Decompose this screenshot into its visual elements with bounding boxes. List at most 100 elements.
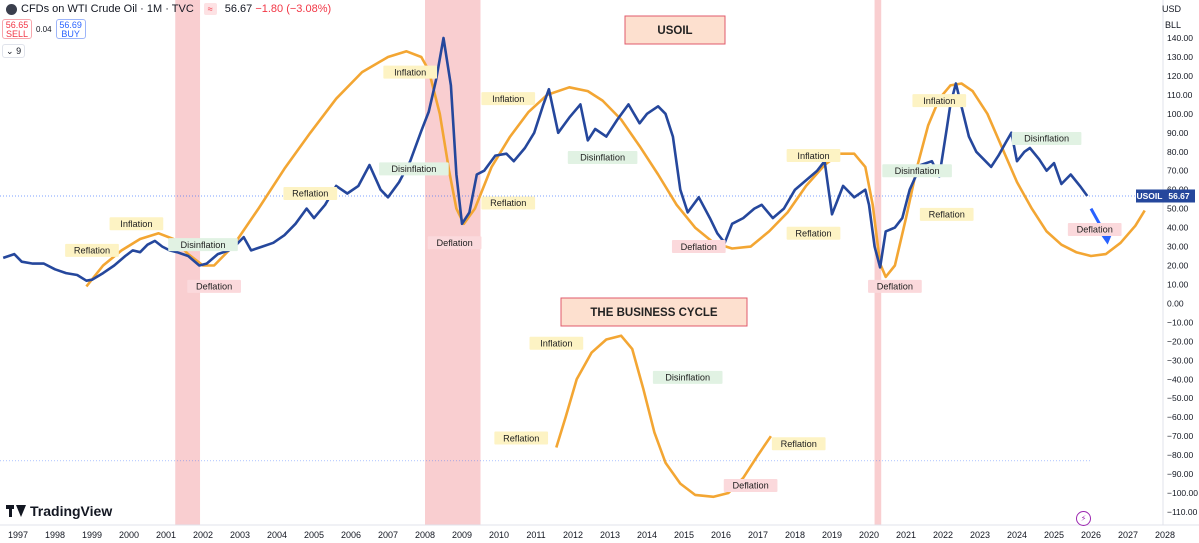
x-tick-label: 2024 bbox=[1007, 530, 1027, 540]
phase-label: Disinflation bbox=[895, 166, 940, 176]
x-tick-label: 2004 bbox=[267, 530, 287, 540]
x-tick-label: 2000 bbox=[119, 530, 139, 540]
phase-label-bg bbox=[168, 238, 238, 252]
y-tick-label: 0.00 bbox=[1167, 298, 1184, 308]
change-value: −1.80 (−3.08%) bbox=[255, 3, 332, 15]
x-tick-label: 2025 bbox=[1044, 530, 1064, 540]
phase-label-bg bbox=[868, 279, 922, 293]
buy-label: BUY bbox=[61, 29, 80, 39]
x-tick-label: 2002 bbox=[193, 530, 213, 540]
phase-label-bg bbox=[1011, 131, 1082, 145]
price-change: 56.67 −1.80 (−3.08%) bbox=[225, 3, 331, 15]
x-tick-label: 1999 bbox=[82, 530, 102, 540]
x-tick-label: 2018 bbox=[785, 530, 805, 540]
x-tick-label: 2011 bbox=[526, 530, 545, 540]
buy-button[interactable]: 56.69 BUY bbox=[55, 19, 86, 39]
phase-label-bg bbox=[427, 236, 482, 250]
phase-label: Deflation bbox=[732, 481, 768, 491]
phase-label-bg bbox=[481, 92, 536, 106]
price-tag-name-bg bbox=[1136, 189, 1163, 203]
y-tick-label: 90.00 bbox=[1167, 128, 1189, 138]
phase-label: Disinflation bbox=[1024, 134, 1069, 144]
phase-label: Disinflation bbox=[181, 240, 226, 250]
phase-label: Disinflation bbox=[665, 373, 710, 383]
indicators-toggle[interactable]: ⌄ 9 bbox=[2, 44, 26, 58]
phase-label: Deflation bbox=[436, 238, 472, 248]
y-tick-label: −100.00 bbox=[1167, 488, 1198, 498]
business-cycle-curve-line bbox=[555, 334, 772, 499]
phase-label: Deflation bbox=[196, 282, 232, 292]
symbol-logo-icon bbox=[6, 3, 17, 15]
x-tick-label: 2026 bbox=[1081, 530, 1101, 540]
y-tick-label: 10.00 bbox=[1167, 279, 1189, 289]
x-tick-label: 2020 bbox=[859, 530, 879, 540]
phase-label: Inflation bbox=[797, 151, 829, 161]
phase-label-bg bbox=[529, 336, 584, 350]
x-tick-label: 2005 bbox=[304, 530, 324, 540]
last-price: 56.67 bbox=[224, 3, 253, 15]
y-tick-label: 30.00 bbox=[1167, 242, 1189, 252]
x-tick-label: 2010 bbox=[489, 530, 509, 540]
x-tick-label: 2021 bbox=[896, 530, 916, 540]
x-tick-label: 2009 bbox=[452, 530, 472, 540]
tradingview-logo[interactable]: TradingView bbox=[6, 503, 112, 519]
cycle-curve-line bbox=[85, 50, 1146, 288]
y-tick-label: −40.00 bbox=[1167, 374, 1194, 384]
y-tick-label: −80.00 bbox=[1167, 450, 1194, 460]
x-tick-label: 2015 bbox=[674, 530, 694, 540]
x-tick-label: 2001 bbox=[156, 530, 176, 540]
y-tick-label: −110.00 bbox=[1167, 507, 1198, 517]
y-tick-label: −60.00 bbox=[1167, 412, 1194, 422]
y-tick-label: −90.00 bbox=[1167, 469, 1194, 479]
symbol-title[interactable]: CFDs on WTI Crude Oil · 1M · TVC bbox=[21, 3, 194, 15]
y-tick-label: 40.00 bbox=[1167, 223, 1189, 233]
x-tick-label: 2006 bbox=[341, 530, 361, 540]
chart-header: CFDs on WTI Crude Oil · 1M · TVC ≈ 56.67… bbox=[0, 0, 331, 18]
phase-label-bg bbox=[379, 162, 449, 176]
unit-label[interactable]: BLL bbox=[1164, 20, 1181, 30]
y-tick-label: 70.00 bbox=[1167, 166, 1189, 176]
phase-label: Reflation bbox=[795, 228, 831, 238]
y-tick-label: −10.00 bbox=[1167, 317, 1194, 327]
x-tick-label: 2012 bbox=[563, 530, 583, 540]
phase-label: Inflation bbox=[923, 96, 955, 106]
phase-label: Reflation bbox=[503, 433, 539, 443]
x-tick-label: 2007 bbox=[378, 530, 398, 540]
phase-label: Reflation bbox=[74, 246, 110, 256]
phase-label-bg bbox=[187, 279, 241, 293]
phase-label-bg bbox=[671, 240, 726, 254]
sell-button[interactable]: 56.65 SELL bbox=[2, 19, 32, 39]
x-tick-label: 2017 bbox=[748, 530, 768, 540]
recession-band bbox=[425, 0, 481, 525]
y-tick-label: 110.00 bbox=[1167, 90, 1193, 100]
phase-label: Deflation bbox=[877, 282, 913, 292]
x-tick-label: 2003 bbox=[230, 530, 250, 540]
phase-label: Disinflation bbox=[391, 164, 436, 174]
currency-label[interactable]: USD bbox=[1161, 4, 1181, 14]
phase-label-bg bbox=[65, 243, 119, 257]
phase-label-bg bbox=[919, 207, 974, 221]
phase-label: Reflation bbox=[929, 210, 965, 220]
usoil-price-line bbox=[2, 36, 1089, 282]
y-tick-label: −30.00 bbox=[1167, 355, 1194, 365]
y-tick-label: 50.00 bbox=[1167, 204, 1189, 214]
phase-label-bg bbox=[652, 370, 723, 384]
phase-label: Deflation bbox=[1077, 225, 1113, 235]
phase-label: Reflation bbox=[781, 439, 817, 449]
x-tick-label: 2014 bbox=[637, 530, 657, 540]
chart-title-box bbox=[624, 15, 726, 45]
chevron-down-icon: ⌄ bbox=[6, 46, 14, 56]
x-tick-label: 1998 bbox=[45, 530, 65, 540]
lightning-icon[interactable]: ⚡ bbox=[1076, 511, 1091, 526]
price-tag-name: USOIL bbox=[1137, 191, 1163, 201]
x-tick-label: 2022 bbox=[933, 530, 953, 540]
spread-value: 0.04 bbox=[36, 24, 52, 34]
sell-price: 56.65 bbox=[5, 20, 29, 30]
indicator-badge[interactable]: ≈ bbox=[203, 3, 217, 15]
y-tick-label: 120.00 bbox=[1167, 71, 1193, 81]
price-tag-value-bg bbox=[1163, 189, 1195, 203]
phase-label: Disinflation bbox=[580, 153, 625, 163]
brand-name: TradingView bbox=[30, 503, 113, 519]
x-tick-label: 2027 bbox=[1118, 530, 1138, 540]
y-tick-label: 20.00 bbox=[1167, 261, 1189, 271]
